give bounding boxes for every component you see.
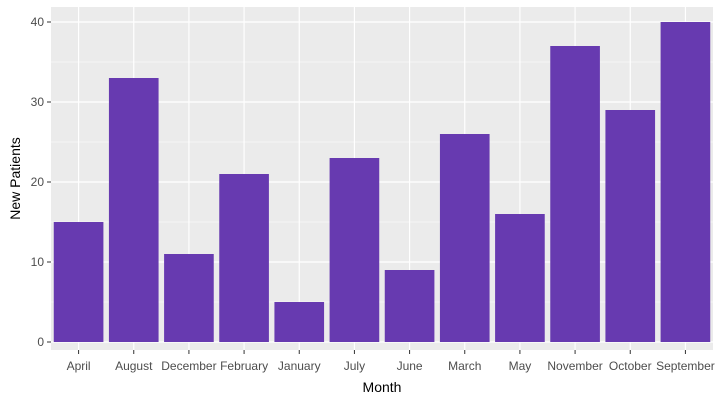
minor-gridlines <box>51 61 713 303</box>
x-tick-label: September <box>656 359 715 373</box>
bar-june <box>384 270 435 342</box>
bar-april <box>53 222 104 342</box>
y-tick-label: 20 <box>31 175 45 189</box>
x-tick-label: June <box>397 359 423 373</box>
x-tick-label: March <box>448 359 481 373</box>
x-tick-label: December <box>161 359 216 373</box>
y-axis-title: New Patients <box>7 137 23 219</box>
bar-january <box>274 302 325 342</box>
x-tick-label: July <box>344 359 365 373</box>
bar-october <box>605 110 656 342</box>
bar-february <box>219 174 269 342</box>
x-tick-label: November <box>547 359 602 373</box>
y-tick-label: 30 <box>31 95 45 109</box>
bar-september <box>660 22 711 342</box>
x-axis-title: Month <box>363 379 402 395</box>
bar-august <box>108 78 159 342</box>
x-tick-label: April <box>67 359 91 373</box>
x-tick-label: February <box>220 359 268 373</box>
y-tick-label: 40 <box>31 15 45 29</box>
y-tick-label: 10 <box>31 255 45 269</box>
x-tick-label: January <box>278 359 321 373</box>
bars <box>53 22 711 342</box>
bar-july <box>329 158 380 342</box>
bar-december <box>164 254 214 342</box>
x-axis-ticks: April August December February January July Ju… <box>67 350 715 373</box>
x-tick-label: August <box>115 359 153 373</box>
bar-november <box>550 46 600 342</box>
bar-march <box>439 134 490 342</box>
x-tick-label: May <box>509 359 532 373</box>
x-tick-label: October <box>609 359 652 373</box>
plot-panel <box>51 7 713 350</box>
y-axis-ticks: 0 10 20 30 40 <box>31 15 51 349</box>
y-tick-label: 0 <box>37 335 44 349</box>
bar-may <box>495 214 545 342</box>
